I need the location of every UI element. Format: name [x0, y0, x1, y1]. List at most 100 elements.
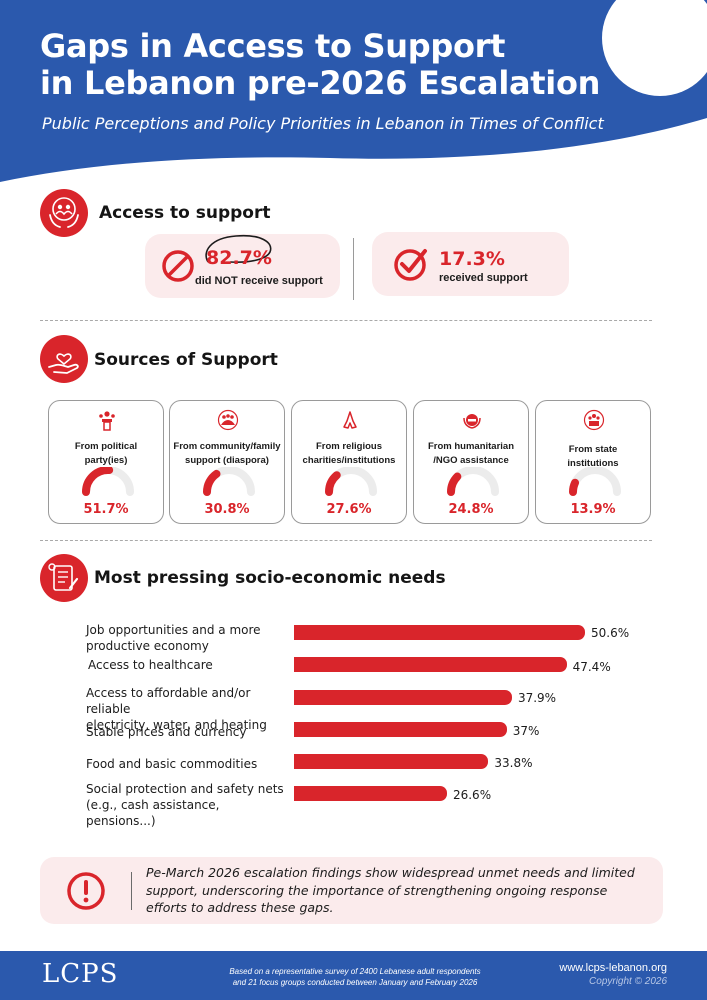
need-label-line-1: Food and basic commodities	[86, 757, 258, 771]
website-link[interactable]: www.lcps-lebanon.org	[559, 962, 667, 974]
need-bar	[294, 657, 567, 672]
source-gauge	[325, 467, 377, 496]
source-card-political: From political party(ies) 51.7%	[48, 400, 164, 524]
source-card-state: From state institutions 13.9%	[535, 400, 651, 524]
section-divider	[40, 320, 652, 321]
source-gauge	[203, 467, 255, 496]
gauge-fill	[568, 478, 580, 496]
source-gauge	[82, 467, 134, 496]
access-section-title: Access to support	[99, 203, 271, 223]
gauge-track	[569, 467, 621, 496]
source-label-line-1: From state	[568, 444, 618, 455]
checklist-icon	[40, 554, 88, 602]
need-label: Stable prices and currency	[86, 724, 291, 740]
source-percent: 24.8%	[448, 502, 494, 517]
need-label-line-2: (e.g., cash assistance, pensions...)	[86, 798, 220, 828]
ngo-emblem-icon	[463, 414, 481, 429]
need-label: Access to healthcare	[88, 657, 293, 673]
title-line-2: in Lebanon pre-2026 Escalation	[40, 64, 601, 102]
state-emblem-icon	[583, 409, 605, 431]
source-label-line-1: From religious	[316, 441, 382, 452]
need-label-line-1: Stable prices and currency	[86, 725, 247, 739]
need-value: 37.9%	[517, 691, 557, 705]
note-divider	[131, 872, 132, 910]
hand-heart-icon	[40, 335, 88, 383]
source-card-religious: From religious charities/institutions 27…	[291, 400, 407, 524]
group-icon	[217, 409, 239, 431]
source-percent: 30.8%	[204, 502, 250, 517]
received-card: 17.3% received support	[372, 232, 569, 296]
podium-icon	[99, 411, 115, 431]
summary-note: Pe-March 2026 escalation findings show w…	[40, 857, 663, 924]
source-label-line-2: support (diaspora)	[185, 455, 269, 466]
need-bar	[294, 625, 585, 640]
need-bar	[294, 690, 512, 705]
page-title: Gaps in Access to Support in Lebanon pre…	[40, 28, 600, 102]
source-label: From religious charities/institutions	[292, 440, 406, 468]
checkmark-icon	[394, 249, 427, 281]
source-label: From community/family support (diaspora)	[170, 440, 284, 468]
source-percent: 13.9%	[570, 502, 616, 517]
need-bar	[294, 754, 489, 769]
source-card-community: From community/family support (diaspora)…	[169, 400, 285, 524]
source-label: From state institutions	[536, 443, 650, 471]
sources-section-title: Sources of Support	[94, 350, 278, 370]
source-label-line-2: party(ies)	[84, 455, 128, 466]
need-label-line-1: Job opportunities and a more	[86, 623, 261, 637]
exclamation-icon	[67, 872, 105, 910]
gauge-fill	[82, 467, 114, 496]
vertical-divider	[353, 238, 354, 300]
need-label-line-1: Access to healthcare	[88, 658, 213, 672]
need-value: 26.6%	[452, 788, 492, 802]
need-label-line-1: Access to affordable and/or reliable	[86, 686, 251, 716]
source-percent: 51.7%	[83, 502, 129, 517]
survey-note: Based on a representative survey of 2400…	[205, 966, 505, 988]
header-wave-background	[0, 0, 707, 182]
survey-note-line-2: and 21 focus groups conducted between Ja…	[232, 978, 478, 987]
hands-people-icon	[40, 189, 88, 237]
not-received-label: did NOT receive support	[195, 275, 323, 287]
header-banner: Gaps in Access to Support in Lebanon pre…	[0, 0, 707, 185]
copyright: Copyright © 2026	[589, 976, 667, 987]
needs-section-title: Most pressing socio-economic needs	[94, 568, 446, 588]
note-text: Pe-March 2026 escalation findings show w…	[146, 865, 635, 915]
footer: LCPS Based on a representative survey of…	[0, 951, 707, 1000]
source-label-line-2: charities/institutions	[302, 455, 396, 466]
source-percent: 27.6%	[326, 502, 372, 517]
praying-hands-icon	[343, 411, 357, 429]
source-label: From political party(ies)	[49, 440, 163, 468]
need-label-line-2: electricity, water, and heating	[86, 718, 267, 732]
prohibited-icon	[162, 250, 194, 282]
source-label-line-2: institutions	[567, 458, 619, 469]
need-value: 50.6%	[591, 626, 630, 640]
source-label-line-1: From political	[74, 441, 138, 452]
gauge-fill	[325, 471, 341, 496]
need-label: Food and basic commodities	[86, 756, 291, 772]
need-bar	[294, 722, 507, 737]
section-divider	[40, 540, 652, 541]
need-value: 37%	[512, 724, 540, 738]
title-line-1: Gaps in Access to Support	[40, 27, 506, 65]
need-label-line-1: Social protection and safety nets	[86, 782, 284, 796]
not-received-card: 82.7% did NOT receive support	[145, 234, 340, 298]
source-label: From humanitarian /NGO assistance	[414, 440, 528, 468]
need-label: Job opportunities and a more productive …	[86, 622, 291, 654]
page-subtitle: Public Perceptions and Policy Priorities…	[42, 114, 604, 133]
source-label-line-1: From humanitarian	[427, 441, 515, 452]
received-percent: 17.3%	[439, 248, 505, 270]
gauge-fill	[203, 469, 221, 496]
need-label: Social protection and safety nets (e.g.,…	[86, 781, 291, 829]
need-label-line-2: productive economy	[86, 639, 209, 653]
need-value: 33.8%	[494, 756, 533, 770]
received-label: received support	[439, 272, 528, 284]
gauge-fill	[447, 472, 462, 496]
need-value: 47.4%	[572, 660, 611, 674]
source-label-line-2: /NGO assistance	[433, 455, 509, 466]
source-gauge	[568, 467, 621, 496]
highlight-circle-mark	[205, 234, 272, 263]
survey-note-line-1: Based on a representative survey of 2400…	[229, 967, 481, 976]
source-card-humanitarian: From humanitarian /NGO assistance 24.8%	[413, 400, 529, 524]
lcps-logo: LCPS	[42, 959, 119, 989]
source-label-line-1: From community/family	[173, 441, 281, 452]
need-bar	[294, 786, 447, 801]
